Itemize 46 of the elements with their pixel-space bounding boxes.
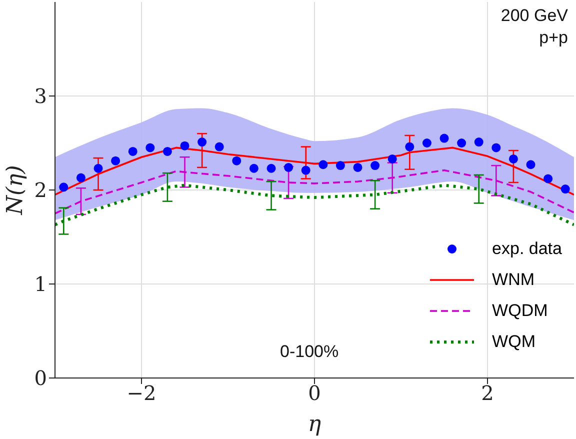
y-tick-label: 2 (34, 178, 47, 202)
point (232, 156, 242, 166)
point (336, 161, 345, 170)
point (162, 146, 172, 156)
point (474, 138, 484, 147)
point (59, 182, 68, 192)
point (284, 162, 294, 172)
legend-label: WNM (492, 270, 535, 290)
annotation: 0-100% (280, 342, 339, 362)
y-axis-title: N(η) (2, 165, 28, 216)
annotation: p+p (539, 28, 568, 48)
y-tick-label: 0 (34, 366, 47, 390)
point (128, 146, 138, 156)
point (249, 164, 258, 173)
point (353, 162, 362, 172)
legend-label: exp. data (492, 238, 562, 258)
point (76, 173, 86, 182)
point (146, 143, 155, 152)
y-tick-label: 3 (34, 84, 47, 108)
legend-label: WQDM (492, 300, 548, 320)
legend-label: WQM (492, 332, 536, 352)
point (198, 138, 207, 147)
point (180, 141, 190, 150)
point (526, 160, 536, 170)
point (388, 154, 397, 164)
point (422, 138, 432, 148)
point (370, 161, 380, 170)
point (405, 142, 414, 152)
point (457, 138, 466, 148)
point (266, 164, 276, 173)
point (318, 160, 328, 170)
point (560, 184, 570, 194)
point (492, 143, 501, 152)
point (111, 156, 120, 166)
point (544, 174, 553, 184)
point (508, 154, 518, 164)
x-tick-label: 0 (308, 381, 321, 406)
annotation: 200 GeV (500, 6, 568, 26)
x-tick-label: −2 (126, 381, 156, 406)
x-tick-label: 2 (481, 381, 494, 406)
point (94, 164, 103, 173)
point (301, 166, 310, 175)
y-tick-label: 1 (34, 272, 47, 296)
point (440, 134, 449, 143)
point (214, 142, 224, 152)
x-axis-title: η (308, 412, 322, 437)
